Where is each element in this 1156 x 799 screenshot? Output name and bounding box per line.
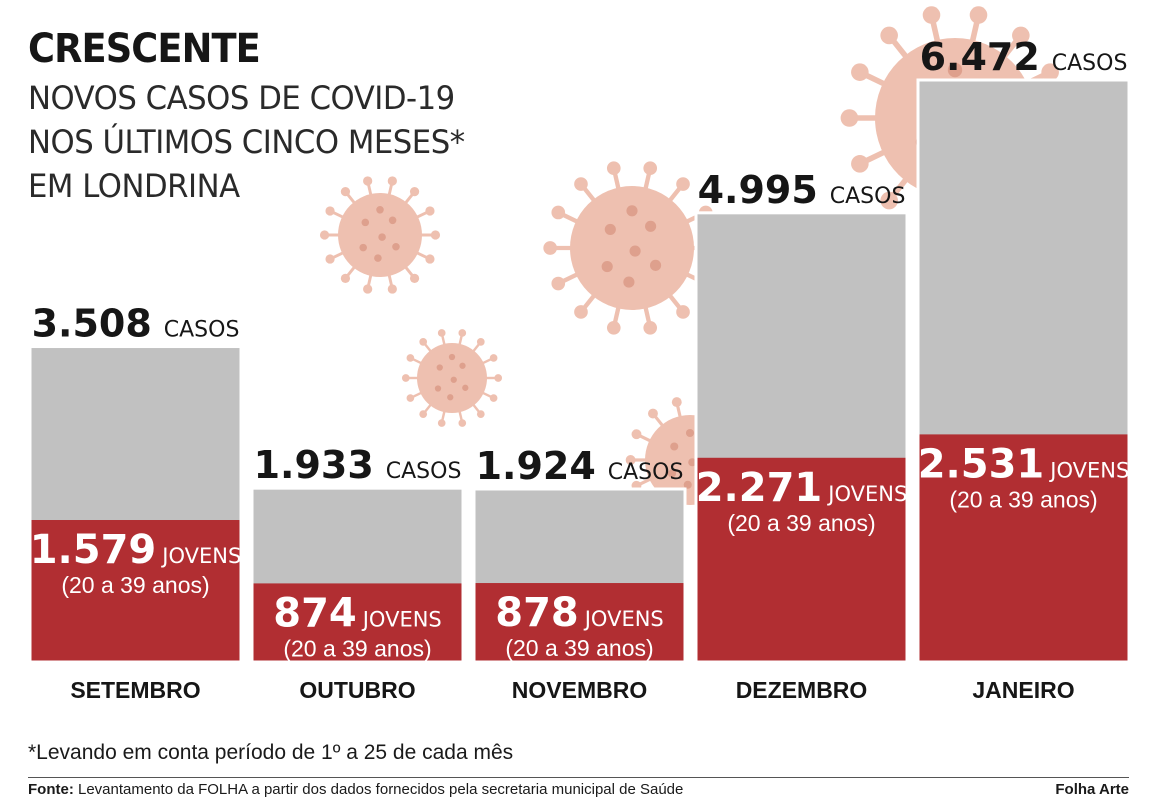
total-cases-label: 1.933 CASOS — [254, 443, 462, 487]
month-label: JANEIRO — [972, 677, 1074, 703]
young-cases-unit: JOVENS — [583, 607, 664, 631]
bar-outline — [250, 486, 465, 664]
subtitle-line-1: NOVOS CASOS DE COVID-19 — [28, 79, 455, 117]
total-cases-unit: CASOS — [1052, 51, 1128, 76]
bar-outline — [694, 211, 909, 664]
young-cases-label: 874 JOVENS — [273, 590, 442, 636]
young-age-range: (20 a 39 anos) — [283, 635, 431, 661]
young-cases-label: 2.271 JOVENS — [696, 465, 908, 511]
young-age-range: (20 a 39 anos) — [505, 635, 653, 661]
young-cases-label: 1.579 JOVENS — [30, 527, 242, 573]
footnote: *Levando em conta período de 1º a 25 de … — [28, 741, 514, 764]
total-cases-unit: CASOS — [830, 184, 906, 209]
bar-young-cases — [30, 520, 241, 662]
bar-outline — [472, 487, 687, 664]
bar-young-cases — [918, 434, 1129, 662]
source-text: Levantamento da FOLHA a partir dos dados… — [78, 781, 684, 798]
virus-icon — [401, 329, 503, 427]
bar-young-cases — [252, 583, 463, 662]
source-label: Fonte: — [28, 781, 74, 798]
subtitle-line-3: EM LONDRINA — [28, 167, 240, 205]
young-age-range: (20 a 39 anos) — [727, 510, 875, 536]
young-cases-value: 2.531 — [918, 441, 1045, 487]
young-cases-unit: JOVENS — [160, 544, 241, 568]
subtitle-line-2: NOS ÚLTIMOS CINCO MESES* — [28, 123, 465, 161]
young-cases-unit: JOVENS — [826, 482, 907, 506]
bar-outline — [916, 78, 1131, 664]
young-cases-unit: JOVENS — [361, 607, 442, 631]
month-label: SETEMBRO — [70, 677, 200, 703]
total-cases-value: 1.933 — [254, 443, 374, 487]
month-label: DEZEMBRO — [736, 677, 868, 703]
total-cases-unit: CASOS — [386, 459, 462, 484]
bar-young-cases — [696, 457, 907, 662]
young-cases-label: 2.531 JOVENS — [918, 441, 1130, 487]
total-cases-value: 3.508 — [32, 302, 152, 346]
young-cases-unit: JOVENS — [1048, 458, 1129, 482]
bar-young-cases — [474, 583, 685, 662]
total-cases-value: 6.472 — [920, 35, 1040, 79]
young-cases-label: 878 JOVENS — [495, 590, 664, 636]
footer-divider — [28, 777, 1129, 778]
total-cases-unit: CASOS — [608, 460, 684, 485]
total-cases-label: 3.508 CASOS — [32, 302, 240, 346]
total-cases-label: 4.995 CASOS — [698, 168, 906, 212]
total-cases-value: 1.924 — [476, 444, 596, 488]
young-cases-value: 2.271 — [696, 465, 823, 511]
bar-outline — [28, 345, 243, 664]
month-label: NOVEMBRO — [512, 677, 647, 703]
source-note: Fonte: Levantamento da FOLHA a partir do… — [28, 781, 683, 798]
chart-subtitle: NOVOS CASOS DE COVID-19 NOS ÚLTIMOS CINC… — [28, 76, 465, 208]
month-label: OUTUBRO — [299, 677, 415, 703]
virus-icon — [319, 176, 441, 294]
credit: Folha Arte — [1055, 781, 1129, 798]
young-age-range: (20 a 39 anos) — [61, 572, 209, 598]
young-cases-value: 1.579 — [30, 527, 157, 573]
young-age-range: (20 a 39 anos) — [949, 486, 1097, 512]
young-cases-value: 874 — [273, 590, 357, 636]
young-cases-value: 878 — [495, 590, 579, 636]
total-cases-unit: CASOS — [164, 318, 240, 343]
total-cases-label: 1.924 CASOS — [476, 444, 684, 488]
chart-title: CRESCENTE — [28, 26, 261, 72]
total-cases-value: 4.995 — [698, 168, 818, 212]
total-cases-label: 6.472 CASOS — [920, 35, 1128, 79]
